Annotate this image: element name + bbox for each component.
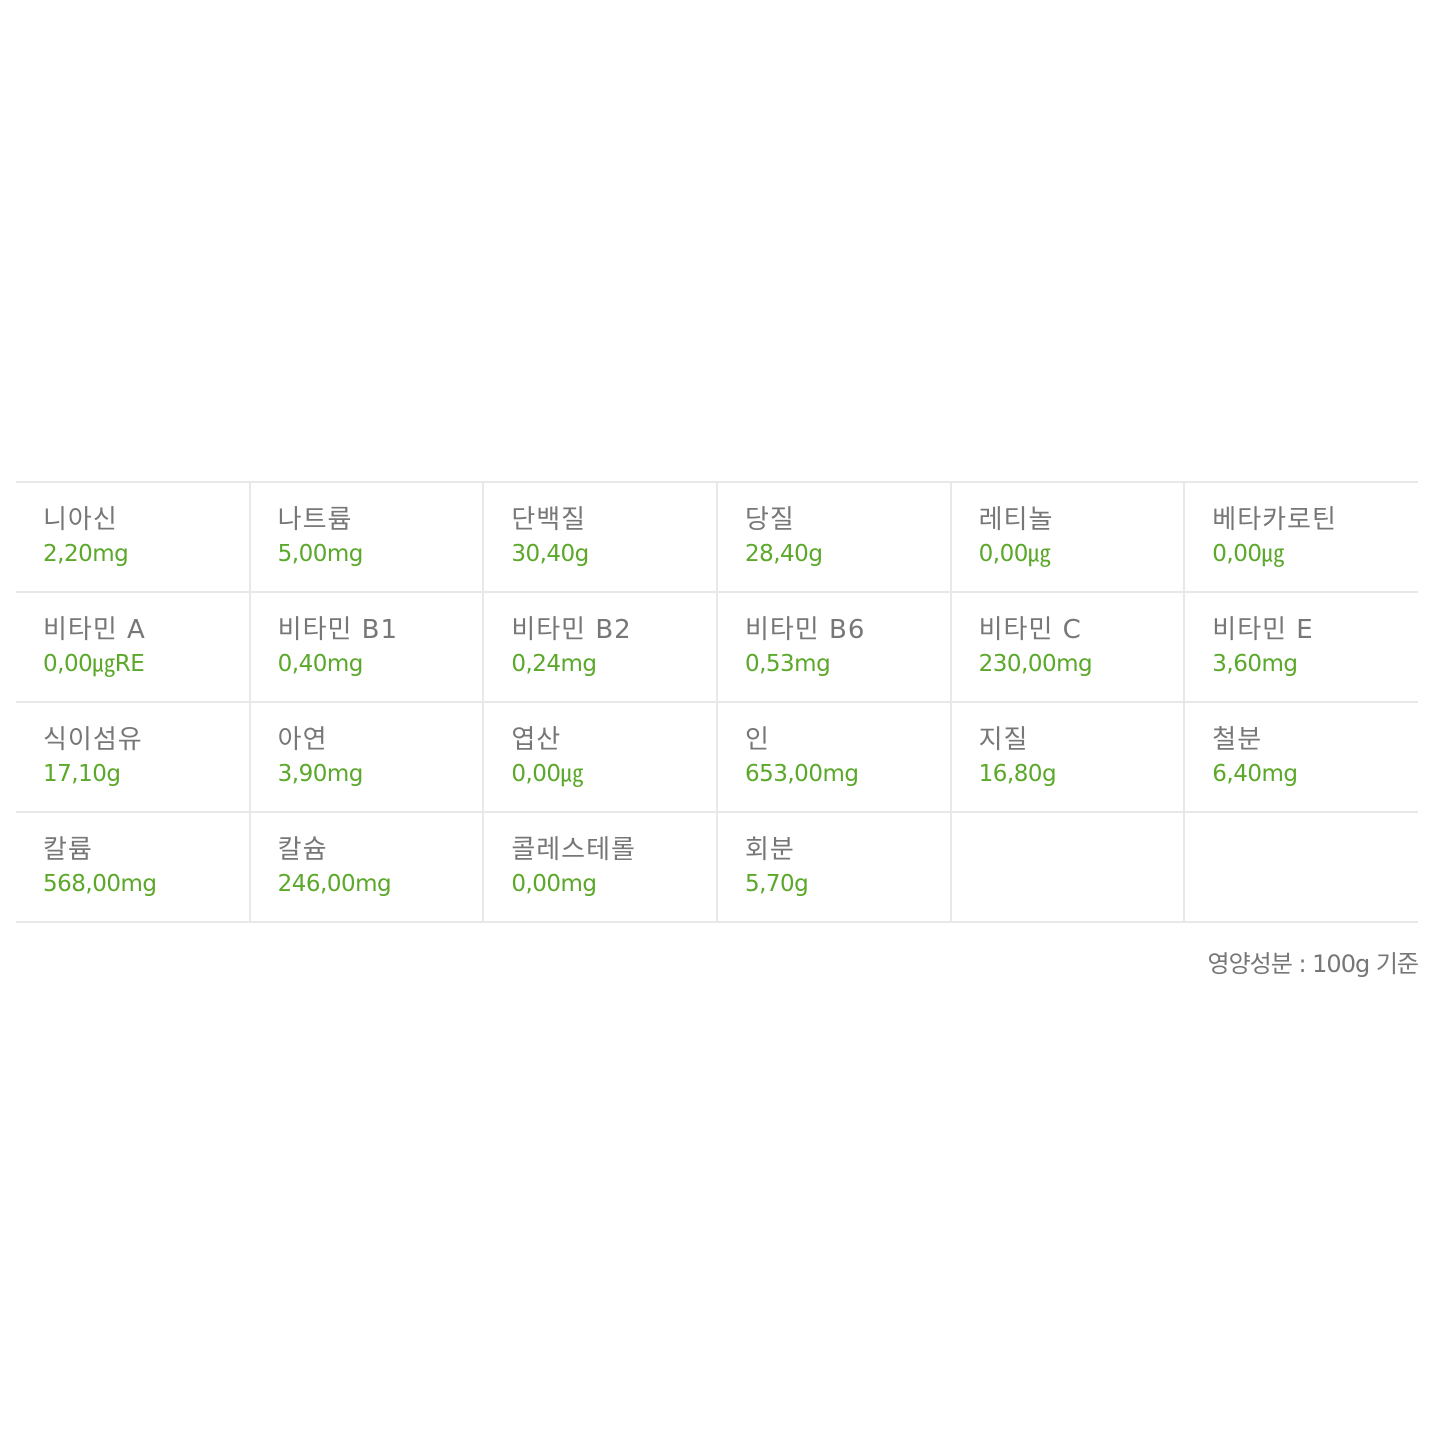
nutrient-value: 2,20mg — [43, 541, 129, 567]
nutrient-name: 인 — [744, 725, 770, 755]
empty-cell — [1183, 811, 1418, 923]
nutrient-value: 0,53mg — [744, 651, 831, 677]
nutrient-name: 단백질 — [511, 505, 587, 535]
nutrient-name: 당질 — [744, 505, 795, 535]
nutrient-name: 칼슘 — [277, 835, 328, 865]
nutrient-cell: 니아신 2,20mg — [16, 481, 250, 593]
nutrient-name: 콜레스테롤 — [511, 835, 636, 865]
nutrient-cell: 인 653,00mg — [715, 701, 951, 813]
table-row: 식이섬유 17,10g 아연 3,90mg 엽산 0,00㎍ 인 653,00mg 지질 16,8… — [16, 701, 1418, 813]
nutrient-value: 3,60mg — [1212, 651, 1298, 677]
nutrient-cell: 비타민 B6 0,53mg — [715, 591, 951, 703]
nutrition-table: 니아신 2,20mg 나트륨 5,00mg 단백질 30,40g 당질 28,40g 레티놀 0,… — [16, 481, 1418, 923]
nutrient-name: 지질 — [978, 725, 1029, 755]
nutrient-cell: 레티놀 0,00㎍ — [949, 481, 1185, 593]
nutrient-value: 230,00mg — [978, 651, 1093, 677]
nutrient-cell: 비타민 C 230,00mg — [949, 591, 1185, 703]
nutrient-value: 0,24mg — [511, 651, 597, 677]
nutrient-name: 나트륨 — [277, 505, 353, 535]
basis-note: 영양성분 : 100g 기준 — [1207, 950, 1419, 978]
nutrient-cell: 지질 16,80g — [949, 701, 1185, 813]
nutrient-value: 653,00mg — [744, 761, 859, 787]
nutrient-cell: 콜레스테롤 0,00mg — [482, 811, 717, 923]
nutrient-cell: 회분 5,70g — [715, 811, 951, 923]
nutrient-cell: 베타카로틴 0,00㎍ — [1183, 481, 1418, 593]
nutrient-name: 비타민 C — [978, 615, 1082, 645]
nutrient-name: 베타카로틴 — [1212, 505, 1337, 535]
nutrient-cell: 나트륨 5,00mg — [248, 481, 484, 593]
nutrient-name: 비타민 B6 — [744, 615, 866, 645]
nutrient-name: 철분 — [1212, 725, 1263, 755]
nutrient-cell: 비타민 A 0,00㎍RE — [16, 591, 250, 703]
nutrient-value: 568,00mg — [43, 871, 157, 897]
empty-cell — [949, 811, 1185, 923]
nutrient-cell: 철분 6,40mg — [1183, 701, 1418, 813]
nutrient-name: 식이섬유 — [43, 725, 143, 755]
nutrient-name: 엽산 — [511, 725, 562, 755]
nutrient-name: 회분 — [744, 835, 795, 865]
table-row: 니아신 2,20mg 나트륨 5,00mg 단백질 30,40g 당질 28,40g 레티놀 0,… — [16, 481, 1418, 593]
nutrient-name: 칼륨 — [43, 835, 93, 865]
nutrient-cell: 칼륨 568,00mg — [16, 811, 250, 923]
nutrient-cell: 비타민 B2 0,24mg — [482, 591, 717, 703]
table-row: 칼륨 568,00mg 칼슘 246,00mg 콜레스테롤 0,00mg 회분 5,70g — [16, 811, 1418, 923]
nutrient-value: 30,40g — [511, 541, 589, 567]
nutrient-value: 0,00㎍ — [978, 541, 1051, 567]
nutrient-value: 0,00㎍ — [1212, 541, 1284, 567]
nutrient-cell: 비타민 B1 0,40mg — [248, 591, 484, 703]
nutrient-cell: 칼슘 246,00mg — [248, 811, 484, 923]
nutrient-name: 레티놀 — [978, 505, 1054, 535]
nutrient-cell: 아연 3,90mg — [248, 701, 484, 813]
nutrient-value: 3,90mg — [277, 761, 364, 787]
table-row: 비타민 A 0,00㎍RE 비타민 B1 0,40mg 비타민 B2 0,24mg 비타민 … — [16, 591, 1418, 703]
nutrient-cell: 비타민 E 3,60mg — [1183, 591, 1418, 703]
nutrient-cell: 단백질 30,40g — [482, 481, 717, 593]
nutrient-value: 5,70g — [744, 871, 809, 897]
nutrient-name: 비타민 B1 — [277, 615, 399, 645]
nutrient-value: 5,00mg — [277, 541, 364, 567]
nutrient-name: 비타민 B2 — [511, 615, 632, 645]
nutrient-name: 비타민 E — [1212, 615, 1314, 645]
nutrient-value: 0,00mg — [511, 871, 597, 897]
nutrient-value: 17,10g — [43, 761, 121, 787]
nutrient-value: 0,00㎍ — [511, 761, 584, 787]
nutrient-name: 비타민 A — [43, 615, 146, 645]
nutrient-cell: 당질 28,40g — [715, 481, 951, 593]
nutrient-cell: 엽산 0,00㎍ — [482, 701, 717, 813]
nutrient-value: 16,80g — [978, 761, 1057, 787]
nutrient-cell: 식이섬유 17,10g — [16, 701, 250, 813]
nutrient-value: 0,40mg — [277, 651, 364, 677]
nutrient-value: 28,40g — [744, 541, 823, 567]
nutrient-value: 6,40mg — [1212, 761, 1298, 787]
nutrient-name: 아연 — [277, 725, 328, 755]
nutrient-value: 246,00mg — [277, 871, 392, 897]
nutrient-value: 0,00㎍RE — [43, 651, 145, 677]
nutrient-name: 니아신 — [43, 505, 118, 535]
